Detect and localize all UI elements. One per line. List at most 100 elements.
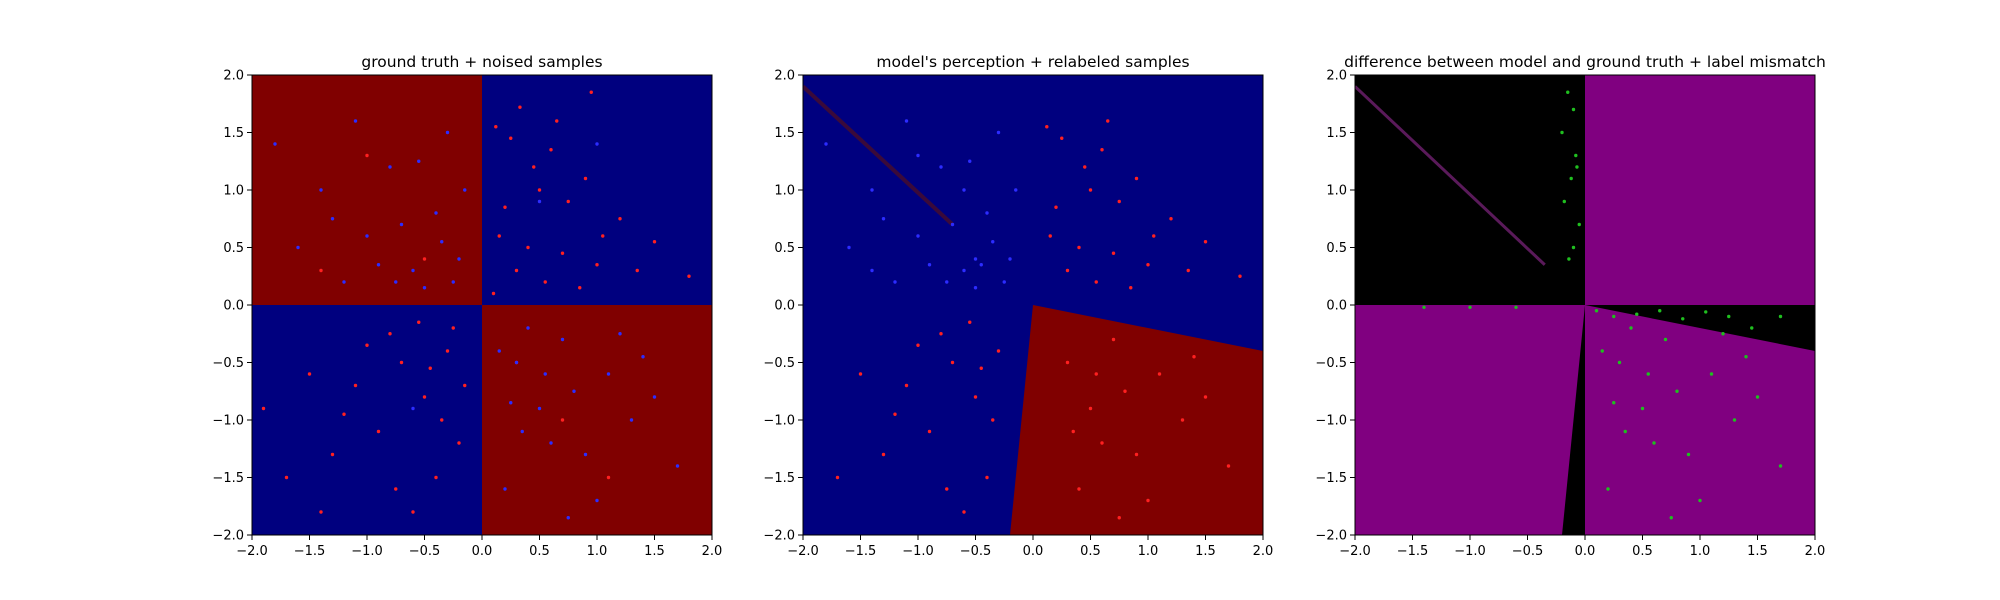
data-point <box>1111 337 1116 342</box>
x-tick-label: 1.0 <box>1690 544 1711 559</box>
x-tick-label: −0.5 <box>1512 544 1544 559</box>
data-point <box>1686 452 1691 457</box>
data-point <box>549 441 553 445</box>
data-point <box>451 326 455 330</box>
data-point <box>388 332 392 336</box>
data-point <box>261 406 266 411</box>
data-point <box>560 418 565 422</box>
data-point <box>1117 516 1121 520</box>
data-point <box>945 487 949 491</box>
data-point <box>543 372 547 376</box>
data-point <box>618 217 622 221</box>
y-tick-label: 0.0 <box>1326 299 1347 314</box>
data-point <box>1045 125 1049 129</box>
data-point <box>1669 516 1673 520</box>
background-regions <box>252 75 712 535</box>
data-point <box>1560 130 1564 135</box>
data-point <box>991 418 995 422</box>
data-point <box>939 332 943 336</box>
data-point <box>319 510 323 514</box>
x-tick-label: −1.5 <box>294 544 326 559</box>
data-point <box>428 366 432 370</box>
data-point <box>601 234 605 238</box>
data-point <box>1152 234 1156 238</box>
data-point <box>1203 240 1208 244</box>
data-point <box>1083 165 1087 169</box>
data-point <box>555 119 559 123</box>
data-point <box>1569 176 1573 181</box>
y-tick-label: −1.5 <box>1315 471 1347 486</box>
data-point <box>1014 188 1018 192</box>
y-tick-label: −2.0 <box>763 529 795 544</box>
data-point <box>526 326 530 330</box>
data-point <box>1192 355 1196 359</box>
data-point <box>893 280 897 284</box>
data-point <box>618 332 622 336</box>
data-point <box>916 343 920 347</box>
data-point <box>1612 314 1616 319</box>
chart-panel-1: −2.0−2.0 −1.5 −1.5 −1.0 −1.0 −0.5 −0.5 0.0 0.0 0.… <box>212 53 722 559</box>
data-point <box>1612 401 1616 405</box>
data-point <box>847 245 851 250</box>
data-point <box>411 510 415 514</box>
data-point <box>675 464 680 468</box>
data-point <box>858 372 863 376</box>
data-point <box>973 257 978 261</box>
data-point <box>572 389 576 393</box>
data-point <box>1675 389 1679 393</box>
region-bottom-right <box>482 305 712 535</box>
x-tick-label: 0.5 <box>529 544 550 559</box>
data-point <box>1088 188 1093 192</box>
data-point <box>1468 305 1472 309</box>
data-point <box>996 349 1001 353</box>
region-top-right <box>482 75 712 305</box>
panels: −2.0−2.0−1.5−1.5−1.0−1.0−0.5−0.50.00.00.… <box>212 53 1825 559</box>
data-point <box>514 268 519 273</box>
y-tick-label: 1.5 <box>223 126 244 141</box>
data-point <box>927 263 932 267</box>
data-point <box>985 211 989 215</box>
data-point <box>1129 286 1133 290</box>
data-point <box>1180 418 1185 422</box>
data-point <box>1111 251 1116 255</box>
data-point <box>537 188 542 192</box>
data-point <box>411 268 415 273</box>
data-point <box>319 268 323 273</box>
x-tick-label: −1.0 <box>902 544 934 559</box>
data-point <box>399 222 404 227</box>
data-point <box>1594 309 1599 313</box>
data-point <box>1514 305 1518 309</box>
data-point <box>353 119 358 123</box>
data-point <box>962 188 966 192</box>
data-point <box>532 165 536 169</box>
data-point <box>422 257 427 261</box>
data-point <box>537 406 542 411</box>
data-point <box>1623 429 1627 434</box>
data-point <box>1709 372 1714 376</box>
data-point <box>1755 395 1760 399</box>
data-point <box>1157 372 1162 376</box>
data-point <box>330 452 335 457</box>
data-point <box>606 372 611 376</box>
data-point <box>583 176 588 181</box>
ticks: −2.0−2.0 −1.5 −1.5 −1.0 −1.0 −0.5 −0.5 0.0 0.0 0.… <box>763 69 1273 560</box>
data-point <box>422 286 427 290</box>
y-tick-label: 1.0 <box>774 184 795 199</box>
data-point <box>434 475 438 480</box>
data-point <box>1422 305 1426 309</box>
data-point <box>962 268 966 273</box>
data-point <box>962 510 966 514</box>
data-point <box>1567 257 1571 261</box>
data-point <box>1744 355 1748 359</box>
region-top-left <box>252 75 482 305</box>
data-point <box>968 320 972 324</box>
data-point <box>1704 310 1708 314</box>
data-point <box>494 125 498 129</box>
data-point <box>904 119 909 123</box>
data-point <box>824 142 828 146</box>
data-point <box>399 360 404 365</box>
data-point <box>1088 406 1093 411</box>
data-point <box>1071 429 1075 434</box>
data-point <box>595 263 599 267</box>
y-tick-label: 0.0 <box>223 299 244 314</box>
